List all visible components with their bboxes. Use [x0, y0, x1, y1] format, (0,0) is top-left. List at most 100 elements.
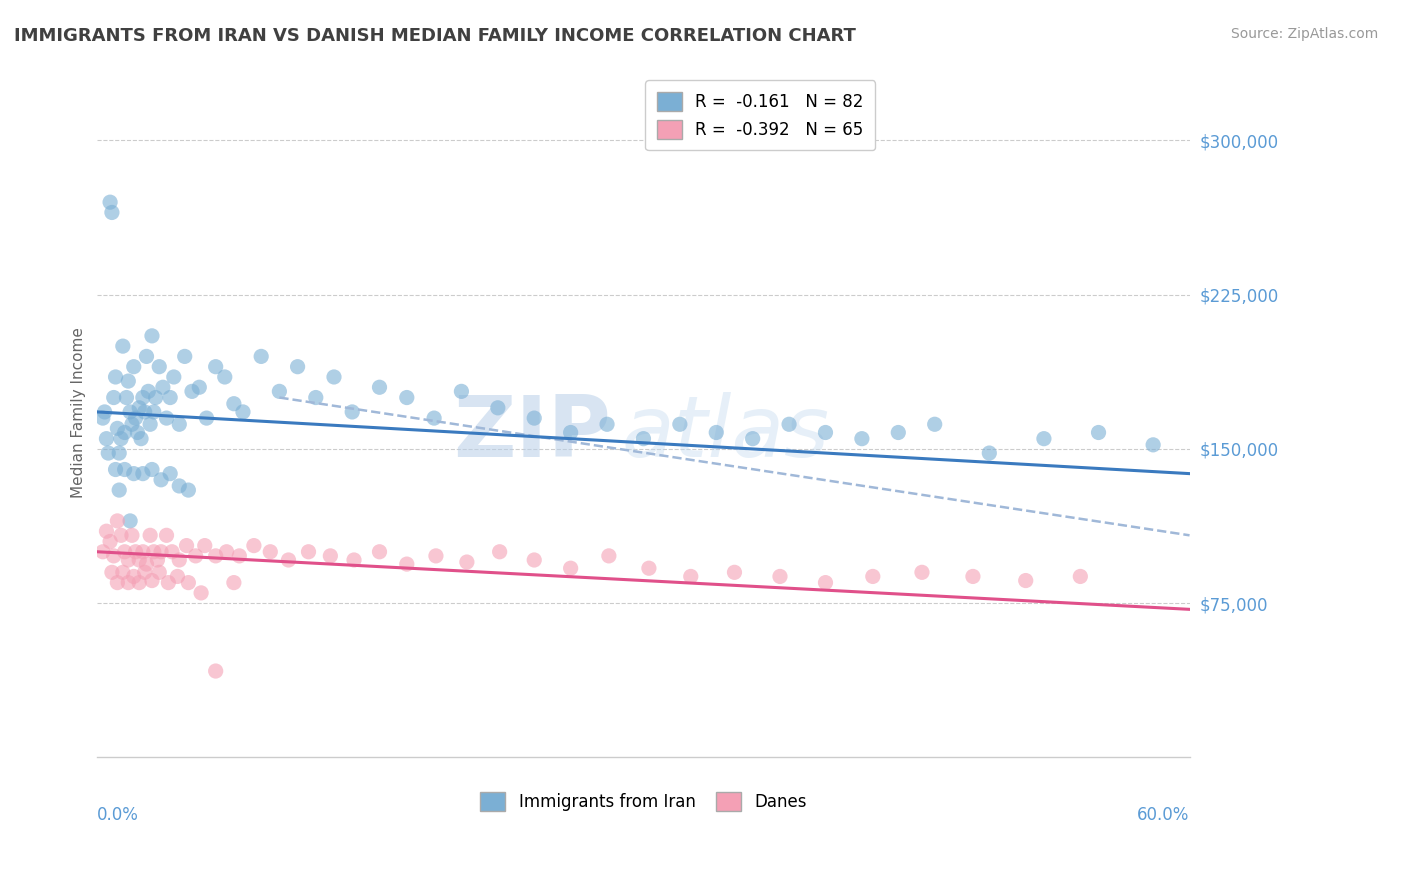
Point: [134, 566, 156, 580]
Point: [173, 350, 195, 364]
Point: [114, 462, 136, 476]
Point: [128, 401, 150, 415]
Point: [157, 575, 180, 590]
Point: [155, 528, 177, 542]
Point: [1032, 432, 1054, 446]
Point: [120, 405, 142, 419]
Point: [141, 462, 163, 476]
Point: [596, 417, 619, 432]
Point: [368, 545, 391, 559]
Point: [132, 467, 155, 481]
Point: [135, 557, 157, 571]
Point: [103, 391, 125, 405]
Point: [93, 405, 115, 419]
Point: [560, 561, 582, 575]
Point: [204, 664, 226, 678]
Point: [177, 483, 200, 497]
Point: [150, 545, 173, 559]
Point: [110, 432, 132, 446]
Point: [215, 545, 238, 559]
Point: [120, 514, 142, 528]
Point: [277, 553, 299, 567]
Point: [91, 545, 114, 559]
Point: [177, 575, 200, 590]
Point: [128, 575, 150, 590]
Point: [778, 417, 800, 432]
Point: [142, 545, 165, 559]
Point: [425, 549, 447, 563]
Point: [159, 391, 181, 405]
Point: [305, 391, 328, 405]
Y-axis label: Median Family Income: Median Family Income: [72, 327, 86, 499]
Point: [924, 417, 946, 432]
Point: [169, 417, 191, 432]
Point: [560, 425, 582, 440]
Point: [117, 553, 139, 567]
Point: [395, 391, 418, 405]
Point: [851, 432, 873, 446]
Point: [204, 549, 226, 563]
Point: [152, 380, 174, 394]
Point: [232, 405, 254, 419]
Point: [1087, 425, 1109, 440]
Point: [450, 384, 472, 399]
Point: [150, 473, 173, 487]
Point: [135, 350, 157, 364]
Point: [679, 569, 702, 583]
Point: [488, 545, 510, 559]
Point: [222, 397, 245, 411]
Point: [222, 575, 245, 590]
Point: [129, 432, 152, 446]
Point: [122, 359, 145, 374]
Point: [139, 417, 162, 432]
Point: [122, 569, 145, 583]
Point: [181, 384, 204, 399]
Point: [188, 380, 211, 394]
Point: [184, 549, 207, 563]
Point: [214, 370, 236, 384]
Point: [121, 528, 143, 542]
Point: [259, 545, 281, 559]
Point: [108, 483, 131, 497]
Point: [297, 545, 319, 559]
Point: [139, 528, 162, 542]
Point: [523, 411, 546, 425]
Point: [323, 370, 346, 384]
Point: [250, 350, 273, 364]
Point: [136, 384, 159, 399]
Point: [127, 425, 149, 440]
Point: [769, 569, 792, 583]
Point: [97, 446, 120, 460]
Point: [887, 425, 910, 440]
Point: [96, 432, 118, 446]
Point: [105, 575, 128, 590]
Point: [1015, 574, 1038, 588]
Point: [741, 432, 763, 446]
Point: [105, 421, 128, 435]
Point: [91, 411, 114, 425]
Point: [638, 561, 661, 575]
Point: [114, 545, 136, 559]
Point: [160, 545, 183, 559]
Point: [228, 549, 250, 563]
Point: [134, 405, 156, 419]
Text: IMMIGRANTS FROM IRAN VS DANISH MEDIAN FAMILY INCOME CORRELATION CHART: IMMIGRANTS FROM IRAN VS DANISH MEDIAN FA…: [14, 27, 856, 45]
Point: [159, 467, 181, 481]
Point: [117, 374, 139, 388]
Point: [124, 411, 146, 425]
Text: Source: ZipAtlas.com: Source: ZipAtlas.com: [1230, 27, 1378, 41]
Point: [195, 411, 218, 425]
Point: [633, 432, 655, 446]
Point: [1069, 569, 1091, 583]
Point: [423, 411, 446, 425]
Point: [141, 574, 163, 588]
Point: [962, 569, 984, 583]
Point: [523, 553, 546, 567]
Point: [1142, 438, 1164, 452]
Text: ZIP: ZIP: [453, 392, 610, 475]
Point: [190, 586, 212, 600]
Point: [142, 405, 165, 419]
Point: [108, 446, 131, 460]
Point: [368, 380, 391, 394]
Point: [141, 329, 163, 343]
